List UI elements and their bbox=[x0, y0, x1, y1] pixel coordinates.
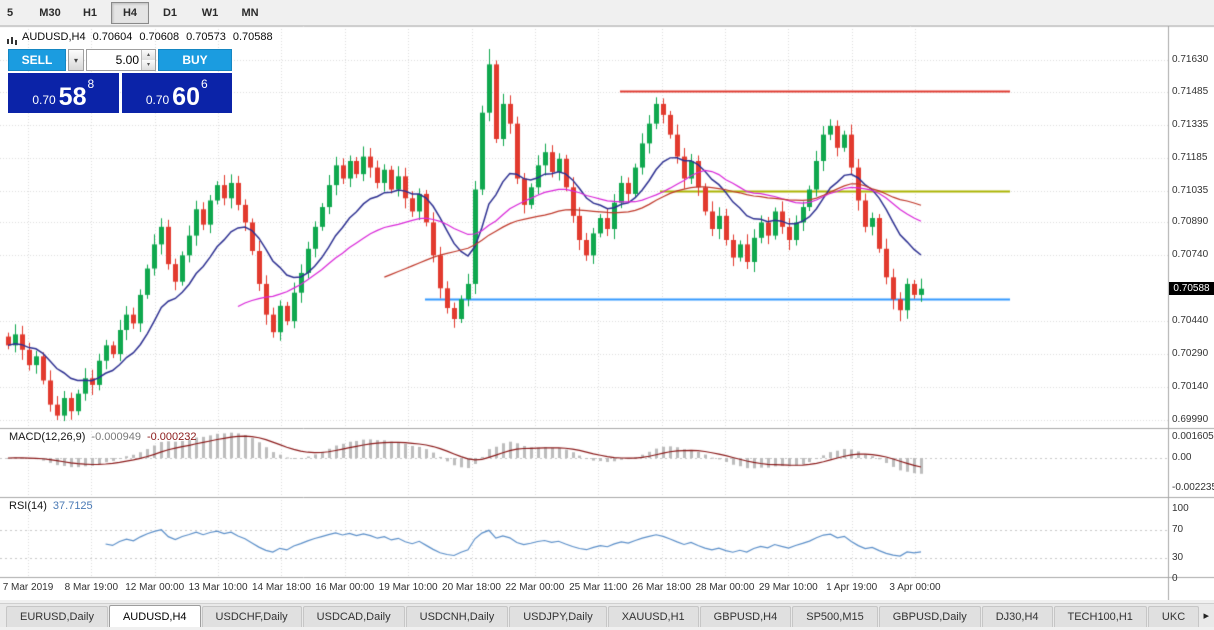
time-axis-label: 29 Mar 10:00 bbox=[758, 582, 818, 593]
sell-price-prefix: 0.70 bbox=[32, 93, 56, 107]
tab-usdcnh-daily[interactable]: USDCNH,Daily bbox=[405, 606, 509, 627]
macd-signal-value: -0.000232 bbox=[146, 431, 197, 443]
current-price-badge: 0.70588 bbox=[1169, 281, 1214, 295]
spinner-up-icon: ▴ bbox=[146, 52, 150, 58]
price-tick-label: 0.69990 bbox=[1172, 414, 1209, 425]
lot-dropdown-button[interactable]: ▾ bbox=[68, 49, 84, 71]
price-tick-label: 0.70290 bbox=[1172, 348, 1209, 360]
sell-price-big: 58 bbox=[58, 82, 87, 111]
bar-low: 0.70573 bbox=[186, 31, 226, 43]
rsi-axis-label: 70 bbox=[1172, 524, 1184, 535]
price-tick-label: 0.71185 bbox=[1172, 151, 1208, 163]
price-tick-label: 0.71485 bbox=[1172, 85, 1209, 97]
macd-value: -0.000949 bbox=[91, 431, 141, 443]
chart-canvas[interactable] bbox=[0, 26, 1214, 600]
buy-price-pip: 6 bbox=[200, 77, 208, 91]
price-tick-label: 0.70140 bbox=[1172, 381, 1209, 393]
rsi-label: RSI(14) bbox=[9, 500, 47, 512]
time-axis-label: 25 Mar 11:00 bbox=[569, 582, 628, 593]
time-axis-label: 26 Mar 18:00 bbox=[632, 582, 692, 593]
buy-price-big: 60 bbox=[172, 82, 200, 111]
macd-label: MACD(12,26,9) bbox=[9, 431, 86, 443]
symbol-name: AUDUSD,H4 bbox=[22, 31, 86, 43]
tab-eurusd-daily[interactable]: EURUSD,Daily bbox=[6, 606, 108, 627]
lot-spinner-down[interactable]: ▾ bbox=[142, 60, 155, 70]
time-axis-label: 13 Mar 10:00 bbox=[188, 582, 248, 593]
lot-spinner: ▴ ▾ bbox=[141, 50, 155, 70]
buy-price-box[interactable]: 0.70 60 6 bbox=[121, 73, 232, 113]
price-tick-label: 0.71035 bbox=[1172, 184, 1209, 196]
time-axis-label: 7 Mar 2019 bbox=[2, 582, 54, 593]
bar-close: 0.70588 bbox=[232, 31, 273, 43]
timeframe-button-mn[interactable]: MN bbox=[241, 6, 259, 19]
rsi-axis-label: 0 bbox=[1172, 573, 1178, 584]
price-tick-label: 0.71335 bbox=[1172, 118, 1209, 130]
tab-ukc[interactable]: UKC bbox=[1147, 606, 1200, 627]
buy-button[interactable]: BUY bbox=[158, 49, 232, 71]
time-axis-label: 8 Mar 19:00 bbox=[64, 582, 119, 593]
tab-dj30-h4[interactable]: DJ30,H4 bbox=[981, 606, 1053, 627]
tab-scroll-right-icon[interactable]: ▸ bbox=[1201, 609, 1211, 622]
price-tick-label: 0.70440 bbox=[1172, 315, 1209, 327]
timeframe-button-h4[interactable]: H4 bbox=[111, 1, 149, 24]
tab-gbpusd-h4[interactable]: GBPUSD,H4 bbox=[699, 606, 792, 627]
macd-pane-title: MACD(12,26,9) -0.000949 -0.000232 bbox=[9, 431, 203, 443]
buy-price-prefix: 0.70 bbox=[145, 93, 170, 107]
rsi-axis-label: 30 bbox=[1172, 552, 1184, 563]
macd-axis-label: 0.001605 bbox=[1172, 430, 1214, 442]
price-tick-label: 0.70890 bbox=[1172, 216, 1209, 228]
timeframe-button-h1[interactable]: H1 bbox=[82, 6, 98, 19]
tab-usdcad-daily[interactable]: USDCAD,Daily bbox=[302, 606, 405, 627]
time-axis-label: 20 Mar 18:00 bbox=[442, 582, 501, 593]
price-tick-label: 0.70740 bbox=[1172, 249, 1209, 261]
tab-audusd-h4[interactable]: AUDUSD,H4 bbox=[108, 605, 201, 627]
one-click-trading-panel: SELL ▾ ▴ ▾ BUY 0.70 58 8 0.70 60 6 bbox=[8, 49, 232, 113]
tab-strip: EURUSD,Daily AUDUSD,H4 USDCHF,Daily USDCAD,… bbox=[0, 603, 1214, 627]
timeframe-button-d1[interactable]: D1 bbox=[162, 6, 178, 19]
time-axis-label: 1 Apr 19:00 bbox=[826, 582, 878, 593]
lot-spinner-up[interactable]: ▴ bbox=[142, 50, 155, 60]
sell-button[interactable]: SELL bbox=[8, 49, 66, 71]
macd-axis-label: -0.002235 bbox=[1172, 481, 1214, 493]
symbol-info-line: AUDUSD,H4 0.70604 0.70608 0.70573 0.70588 bbox=[22, 31, 280, 43]
candlestick-chart-icon bbox=[7, 33, 18, 45]
sell-price-box[interactable]: 0.70 58 8 bbox=[8, 73, 119, 113]
time-axis-label: 3 Apr 00:00 bbox=[889, 582, 941, 593]
bar-open: 0.70604 bbox=[92, 31, 133, 43]
tab-tech100-h1[interactable]: TECH100,H1 bbox=[1053, 606, 1147, 627]
timeframe-button-5[interactable]: 5 bbox=[6, 6, 14, 19]
tab-gbpusd-daily[interactable]: GBPUSD,Daily bbox=[878, 606, 981, 627]
timeframe-button-m30[interactable]: M30 bbox=[39, 6, 61, 19]
chart-window: AUDUSD,H4 0.70604 0.70608 0.70573 0.70588 SE… bbox=[0, 26, 1214, 600]
price-tick-label: 0.71630 bbox=[1172, 54, 1209, 65]
tab-sp500-m15[interactable]: SP500,M15 bbox=[792, 606, 878, 627]
time-axis-label: 19 Mar 10:00 bbox=[378, 582, 438, 593]
time-axis-label: 12 Mar 00:00 bbox=[125, 582, 185, 593]
macd-axis-label: 0.00 bbox=[1172, 452, 1192, 463]
tab-xauusd-h1[interactable]: XAUUSD,H1 bbox=[607, 606, 699, 627]
timeframe-button-w1[interactable]: W1 bbox=[201, 6, 219, 19]
time-axis-label: 28 Mar 00:00 bbox=[695, 582, 755, 593]
time-axis-label: 14 Mar 18:00 bbox=[251, 582, 311, 593]
timeframe-toolbar: 5 M30 H1 H4 D1 W1 MN bbox=[0, 0, 1214, 26]
lot-size-field-wrap: ▴ ▾ bbox=[86, 49, 156, 71]
rsi-pane-title: RSI(14) 37.7125 bbox=[9, 500, 99, 512]
time-axis-label: 16 Mar 00:00 bbox=[315, 582, 375, 593]
bar-high: 0.70608 bbox=[139, 31, 180, 43]
lot-size-input[interactable] bbox=[86, 49, 156, 71]
rsi-axis-label: 100 bbox=[1172, 503, 1189, 514]
sell-price-pip: 8 bbox=[87, 77, 95, 91]
spinner-down-icon: ▾ bbox=[146, 62, 150, 68]
tab-usdchf-daily[interactable]: USDCHF,Daily bbox=[201, 606, 302, 627]
dropdown-icon: ▾ bbox=[73, 55, 78, 65]
rsi-value: 37.7125 bbox=[52, 500, 93, 512]
time-axis-label: 22 Mar 00:00 bbox=[505, 582, 565, 593]
tab-usdjpy-daily[interactable]: USDJPY,Daily bbox=[509, 606, 607, 627]
